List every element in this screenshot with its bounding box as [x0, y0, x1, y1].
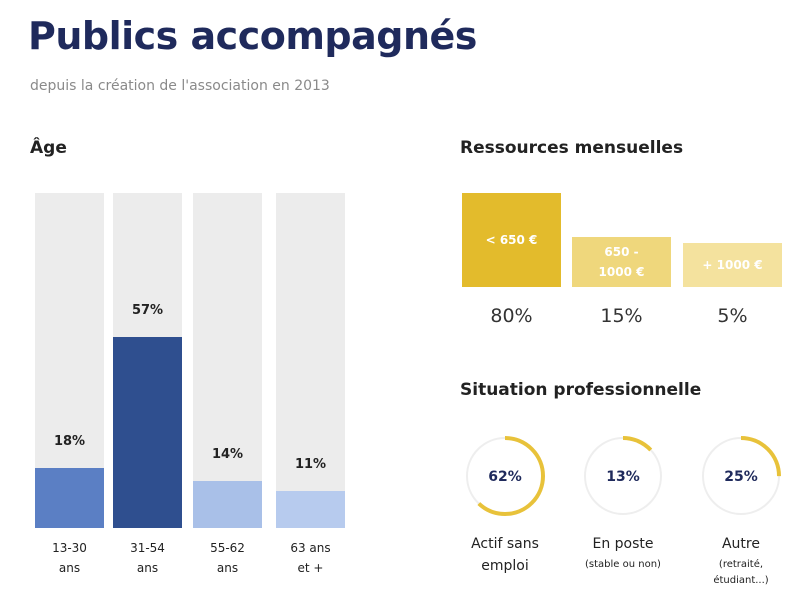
value-label: 11% [294, 457, 327, 473]
bar [276, 491, 345, 528]
block: + 1000 € [683, 243, 782, 287]
category-label: 650 - 1000 € [598, 244, 645, 279]
ring-arc [701, 436, 781, 516]
ring-arc [465, 436, 545, 516]
bar-track [193, 193, 262, 528]
value-label: 5% [717, 305, 748, 327]
category-label: 55-62 ans [210, 541, 245, 575]
category-label: < 650 € [485, 233, 538, 247]
category-label: 63 ans et + [290, 541, 331, 575]
category-label: Autre [721, 536, 760, 552]
bar-track [276, 193, 345, 528]
chart-title: Âge [30, 138, 67, 158]
category-label: Actif sans emploi [471, 536, 539, 574]
chart-title: Ressources mensuelles [460, 138, 684, 158]
category-label: En poste [592, 536, 654, 552]
value-label: 80% [490, 305, 533, 327]
category-label: 31-54 ans [130, 541, 165, 575]
value-label: 14% [211, 447, 244, 463]
value-label: 18% [53, 433, 86, 449]
ring-arc [583, 436, 663, 516]
block: < 650 € [462, 193, 561, 287]
bar [35, 467, 104, 528]
chart-title: Situation professionnelle [460, 380, 702, 400]
category-label: + 1000 € [702, 258, 763, 273]
value-label: 15% [600, 305, 643, 327]
value-label: 62% [488, 469, 522, 485]
block: 650 - 1000 € [572, 236, 671, 287]
category-label: 13-30 ans [52, 541, 87, 575]
value-label: 25% [724, 469, 758, 485]
bar [193, 481, 262, 528]
page-subtitle: depuis la création de l'association en 2… [30, 78, 330, 94]
value-label: 57% [131, 303, 164, 319]
category-note: (retraité, étudiant...) [713, 559, 769, 586]
value-label: 13% [606, 469, 640, 485]
category-note: (stable ou non) [585, 559, 661, 570]
page-title: Publics accompagnés [28, 14, 477, 58]
bar [113, 337, 182, 528]
